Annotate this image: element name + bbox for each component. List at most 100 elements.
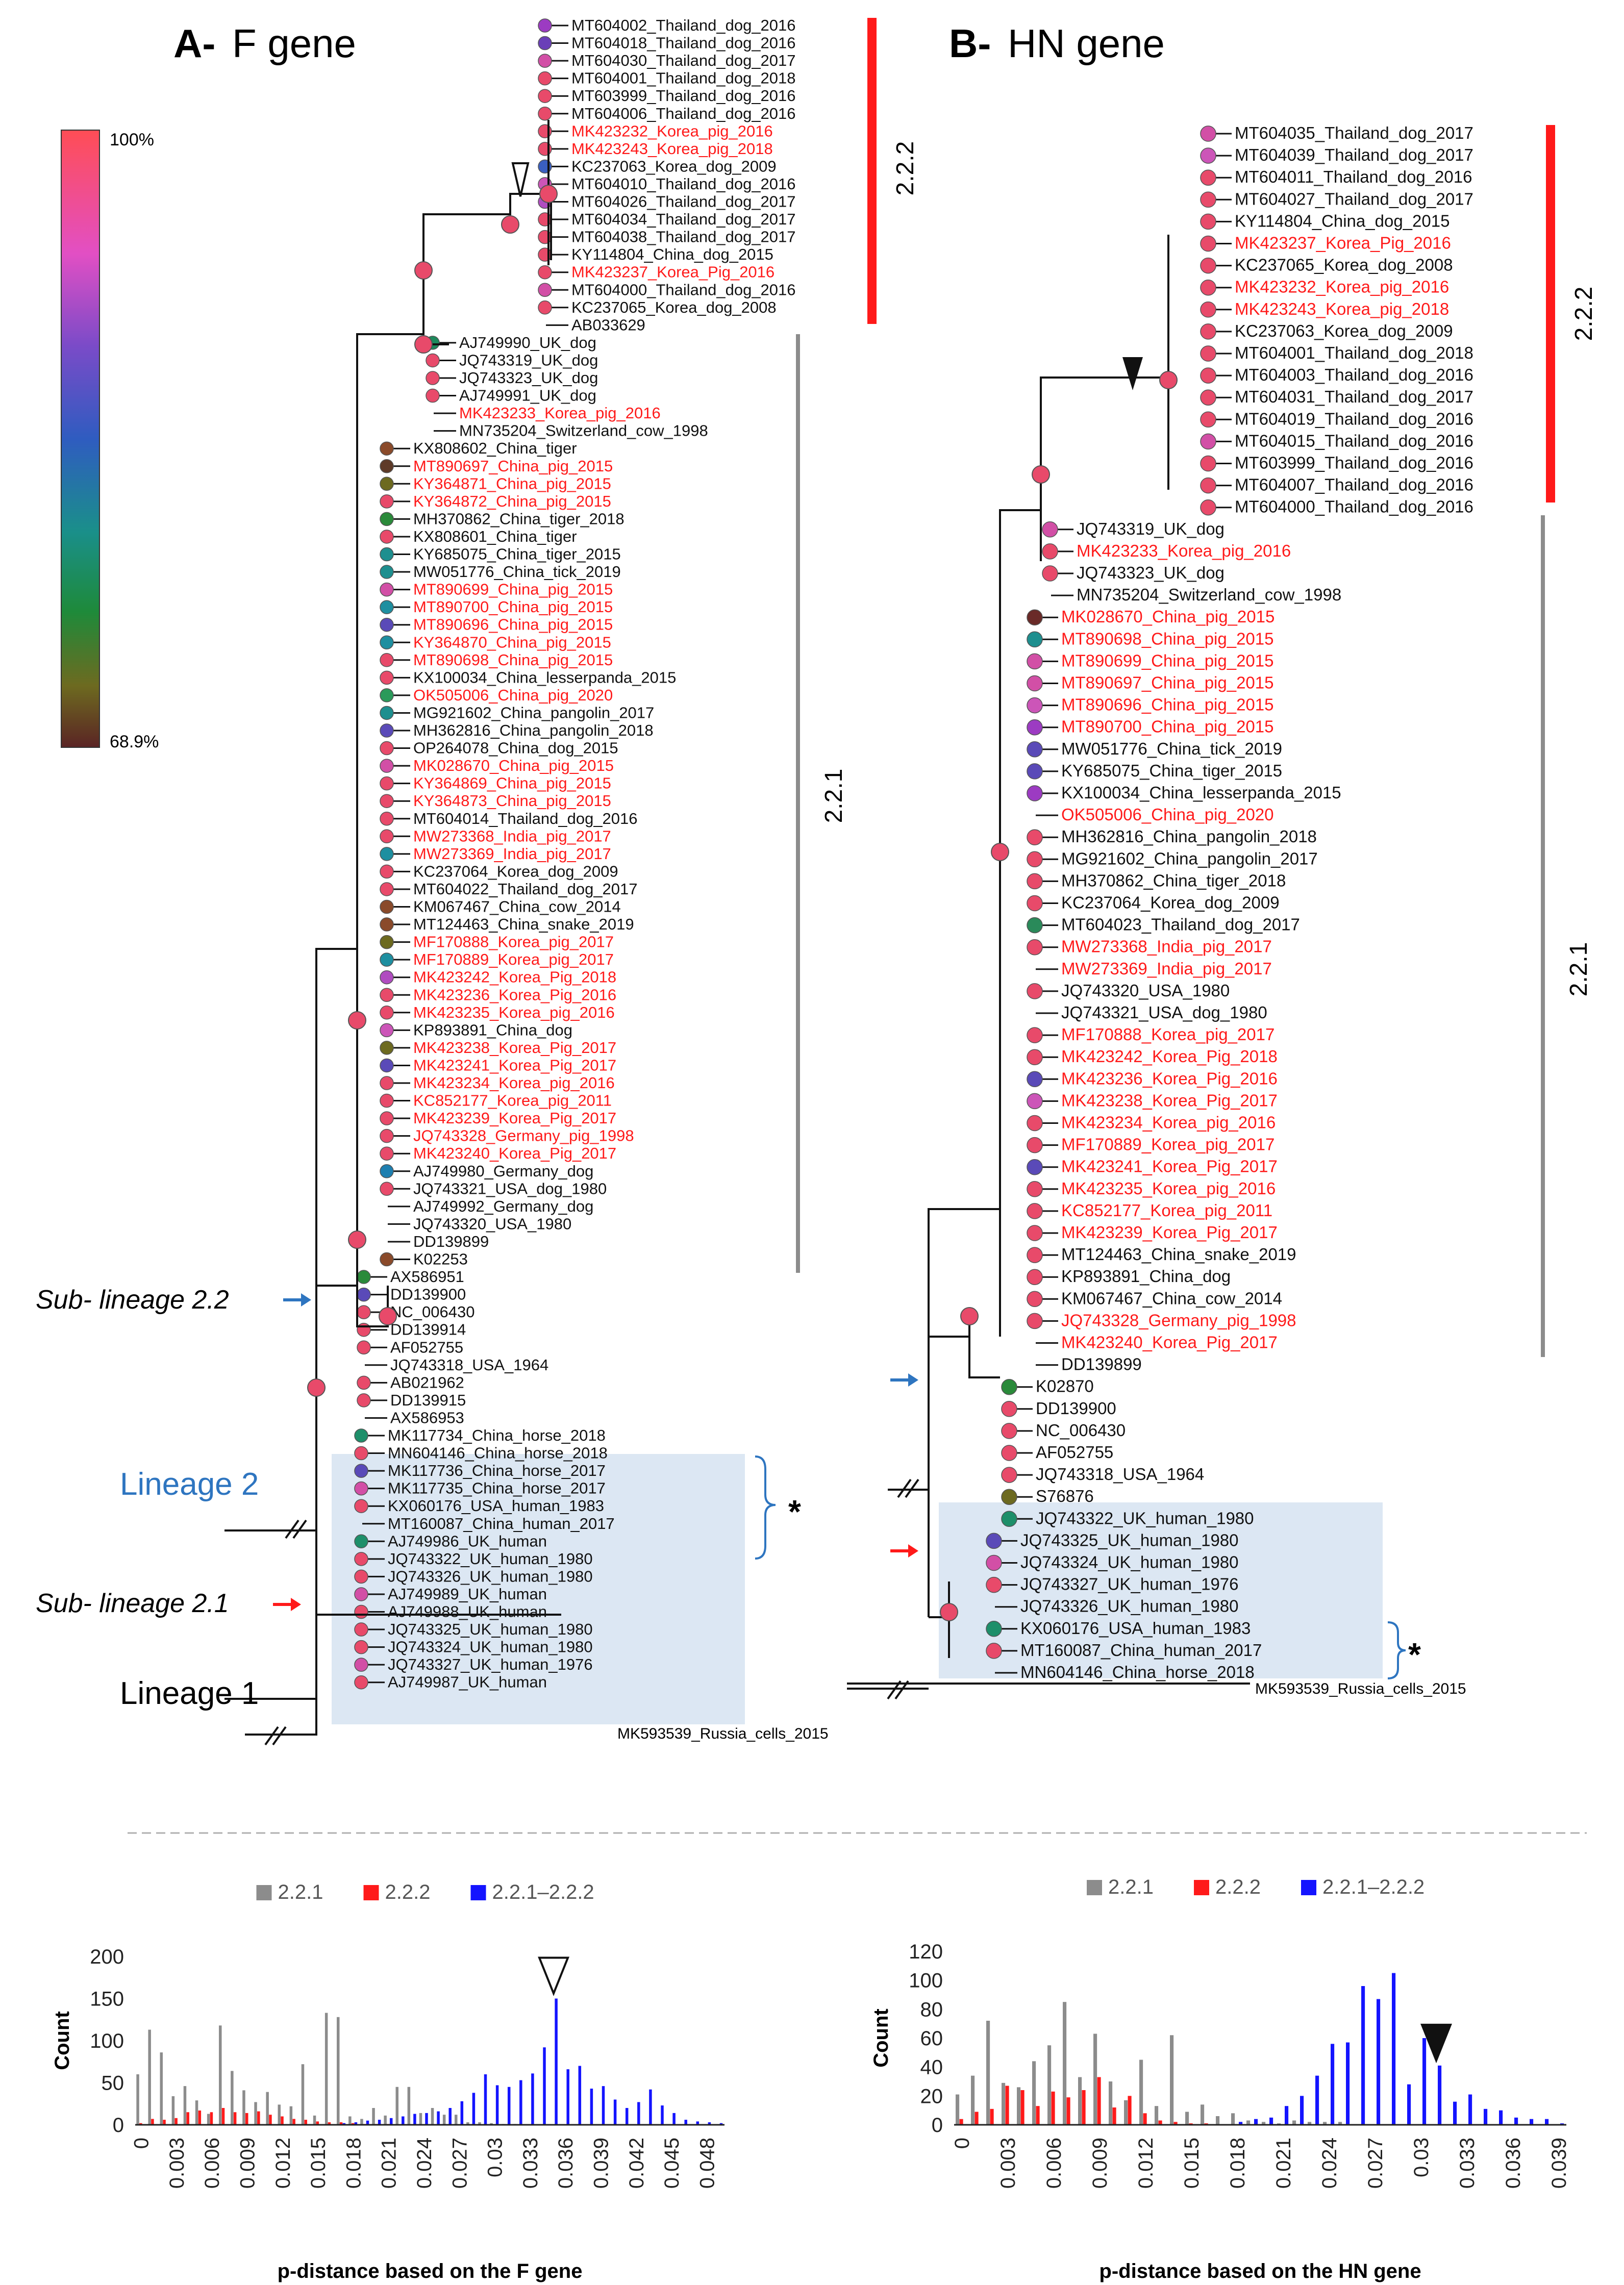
bar-2.2.2 (210, 2112, 213, 2125)
x-tick-label: 0.006 (1043, 2138, 1065, 2189)
tree-node (379, 1307, 397, 1325)
bar-2.2.1 (278, 2104, 281, 2125)
bar-2.2.1 (1170, 2035, 1174, 2125)
tip-label: JQ743327_UK_human_1976 (388, 1655, 593, 1673)
open-triangle-icon (511, 162, 530, 197)
tip-label: JQ743320_USA_1980 (413, 1215, 571, 1233)
tip-node (986, 1576, 1002, 1593)
tip-node (538, 230, 552, 244)
bar-2.2.1–2.2.2 (1377, 1999, 1381, 2125)
bar-2.2.1–2.2.2 (425, 2113, 428, 2125)
y-tick-label: 50 (102, 2072, 124, 2095)
tip-label: JQ743328_Germany_pig_1998 (1061, 1311, 1296, 1329)
tip-node (538, 265, 552, 280)
tip-node (538, 89, 552, 103)
tip-label: AF052755 (390, 1338, 463, 1356)
legend-label: 2.2.1–2.2.2 (492, 1881, 594, 1903)
tip-node (538, 212, 552, 227)
tip-node (1027, 1291, 1043, 1308)
tree-b-clade-221-label: 2.2.1 (1565, 942, 1592, 997)
tip-label: MK028670_China_pig_2015 (1061, 607, 1275, 626)
tip-node (380, 1058, 394, 1073)
bar-2.2.2 (351, 2123, 355, 2125)
tip-label: NC_006430 (1036, 1421, 1126, 1440)
tree-b-outgroup-label: MK593539_Russia_cells_2015 (1255, 1680, 1466, 1697)
x-tick-label: 0.003 (997, 2138, 1019, 2189)
tip-label: JQ743324_UK_human_1980 (388, 1638, 593, 1656)
bar-2.2.1 (313, 2115, 316, 2125)
tip-node (1042, 543, 1058, 560)
bar-2.2.1–2.2.2 (1484, 2108, 1488, 2125)
y-tick-label: 80 (920, 1998, 943, 2021)
tip-label: MT890700_China_pig_2015 (1061, 717, 1274, 736)
tip-node (1200, 367, 1216, 384)
tree-node (1159, 371, 1178, 389)
tip-node (1001, 1378, 1017, 1395)
bar-2.2.2 (1112, 2107, 1116, 2125)
panel-a-title: F gene (232, 21, 356, 66)
bar-2.2.1–2.2.2 (1453, 2101, 1457, 2125)
tip-label: MT603999_Thailand_dog_2016 (1235, 454, 1473, 472)
tip-label: AB033629 (571, 316, 645, 334)
tip-node (357, 1305, 371, 1319)
bar-2.2.1–2.2.2 (684, 2120, 687, 2125)
tip-label: MH362816_China_pangolin_2018 (1061, 827, 1317, 846)
bar-2.2.1 (384, 2115, 387, 2125)
legend-label: 2.2.2 (1215, 1876, 1261, 1898)
x-tick-label: 0.021 (378, 2138, 401, 2189)
tip-node (354, 1499, 368, 1513)
x-tick-label: 0.018 (342, 2138, 365, 2189)
y-tick-label: 20 (920, 2085, 943, 2107)
tree-b-clade-221-bar (1541, 515, 1545, 1357)
tree-node (501, 215, 519, 234)
x-tick-label: 0.009 (1089, 2138, 1111, 2189)
tree-node (539, 185, 558, 203)
tip-label: MT160087_China_human_2017 (1020, 1641, 1262, 1660)
legend-label: 2.2.1–2.2.2 (1322, 1876, 1425, 1898)
tip-node (1200, 323, 1216, 340)
tip-node (380, 864, 394, 879)
filled-triangle-icon (1420, 2023, 1452, 2064)
tip-node (380, 530, 394, 544)
tip-node (354, 1464, 368, 1478)
tip-label: MT604001_Thailand_dog_2018 (1235, 343, 1473, 362)
tree-node (1032, 465, 1050, 484)
x-tick-label: 0.03 (1410, 2138, 1433, 2177)
tip-label: DD139900 (390, 1286, 466, 1303)
bar-2.2.1–2.2.2 (495, 2085, 499, 2125)
tip-node (380, 1006, 394, 1020)
tip-node (1200, 235, 1216, 252)
tip-label: NC_006430 (390, 1303, 474, 1321)
tip-node (380, 582, 394, 597)
tip-node (1027, 1313, 1043, 1329)
tip-label: JQ743321_USA_dog_1980 (413, 1179, 607, 1197)
tree-b-brace (1387, 1621, 1406, 1679)
tip-node (1001, 1423, 1017, 1439)
tip-node (354, 1446, 368, 1461)
tip-node (1001, 1511, 1017, 1527)
colorbar-min-label: 68.9% (110, 732, 159, 751)
y-tick-label: 0 (932, 2114, 943, 2137)
panel-b-letter: B- (949, 21, 991, 66)
panel-b-header: B- HN gene (949, 21, 1165, 66)
tip-node (1027, 697, 1043, 714)
tip-node (1027, 1225, 1043, 1241)
bar-2.2.1 (1078, 2077, 1082, 2125)
bar-2.2.1–2.2.2 (637, 2102, 640, 2125)
tip-node (1200, 302, 1216, 318)
bar-2.2.1 (1185, 2112, 1189, 2125)
tip-label: MK117736_China_horse_2017 (388, 1462, 606, 1479)
tip-node (380, 547, 394, 562)
tip-node (426, 353, 440, 368)
bar-2.2.1 (407, 2087, 411, 2125)
x-tick-label: 0.036 (555, 2138, 577, 2189)
legend-swatch (1194, 1880, 1209, 1895)
bar-2.2.2 (186, 2112, 189, 2125)
bar-2.2.1 (148, 2029, 151, 2125)
tip-node (538, 300, 552, 315)
lineage-2-label: Lineage 2 (120, 1467, 259, 1502)
bar-2.2.1 (360, 2119, 363, 2125)
tip-label: MT890696_China_pig_2015 (413, 616, 613, 634)
y-tick-label: 120 (909, 1941, 943, 1963)
y-tick-label: 100 (90, 2030, 124, 2052)
